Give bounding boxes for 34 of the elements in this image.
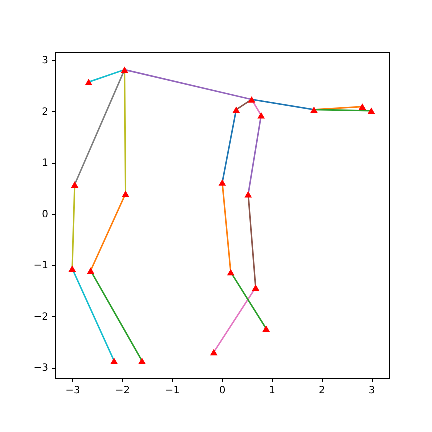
x-tick-label: 0 bbox=[219, 386, 226, 396]
y-tick-label: 0 bbox=[42, 209, 48, 220]
point bbox=[71, 182, 79, 188]
point bbox=[87, 268, 95, 274]
point bbox=[68, 266, 76, 272]
point bbox=[210, 349, 218, 356]
point bbox=[227, 269, 235, 276]
y-tick-label: −1 bbox=[34, 260, 48, 272]
x-tick-label: 3 bbox=[368, 386, 376, 396]
point bbox=[262, 326, 270, 332]
y-tick-label: −2 bbox=[34, 312, 48, 323]
x-tick-label: −1 bbox=[165, 386, 180, 396]
x-tick-label: 2 bbox=[319, 386, 326, 396]
point bbox=[310, 106, 318, 114]
point bbox=[368, 108, 376, 114]
point bbox=[252, 284, 260, 291]
point bbox=[122, 190, 130, 198]
point bbox=[244, 191, 252, 198]
x-tick-label: −2 bbox=[115, 386, 130, 396]
x-tick-label: −3 bbox=[66, 386, 80, 396]
y-tick-label: 3 bbox=[42, 56, 48, 67]
point bbox=[85, 79, 93, 86]
point bbox=[138, 358, 146, 364]
point bbox=[248, 96, 256, 103]
point bbox=[358, 104, 366, 110]
point bbox=[232, 106, 240, 114]
y-tick-label: −3 bbox=[34, 363, 48, 374]
point bbox=[218, 179, 226, 186]
y-tick-label: 2 bbox=[42, 106, 48, 118]
point bbox=[121, 66, 128, 74]
point bbox=[110, 358, 118, 364]
x-tick-label: 1 bbox=[269, 386, 276, 396]
point bbox=[258, 112, 266, 119]
y-tick-label: 1 bbox=[42, 158, 48, 170]
